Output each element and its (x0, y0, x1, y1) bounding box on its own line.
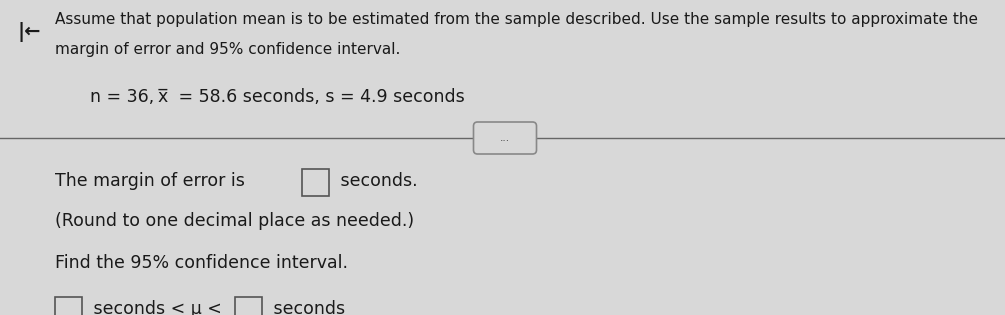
Text: Assume that population mean is to be estimated from the sample described. Use th: Assume that population mean is to be est… (55, 12, 978, 27)
Text: x̅: x̅ (157, 88, 167, 106)
Text: seconds < μ <: seconds < μ < (88, 300, 222, 315)
Text: seconds.: seconds. (335, 172, 418, 190)
Text: seconds: seconds (268, 300, 345, 315)
Text: ...: ... (499, 133, 511, 143)
Bar (55, 297, 82, 315)
Bar (235, 297, 262, 315)
Text: n = 36,: n = 36, (90, 88, 160, 106)
Text: (Round to one decimal place as needed.): (Round to one decimal place as needed.) (55, 212, 414, 230)
Text: The margin of error is: The margin of error is (55, 172, 245, 190)
Bar (302, 169, 329, 196)
Text: Find the 95% confidence interval.: Find the 95% confidence interval. (55, 254, 348, 272)
Text: |←: |← (18, 22, 41, 42)
Text: = 58.6 seconds, s = 4.9 seconds: = 58.6 seconds, s = 4.9 seconds (173, 88, 464, 106)
FancyBboxPatch shape (473, 122, 537, 154)
Text: margin of error and 95% confidence interval.: margin of error and 95% confidence inter… (55, 42, 400, 57)
